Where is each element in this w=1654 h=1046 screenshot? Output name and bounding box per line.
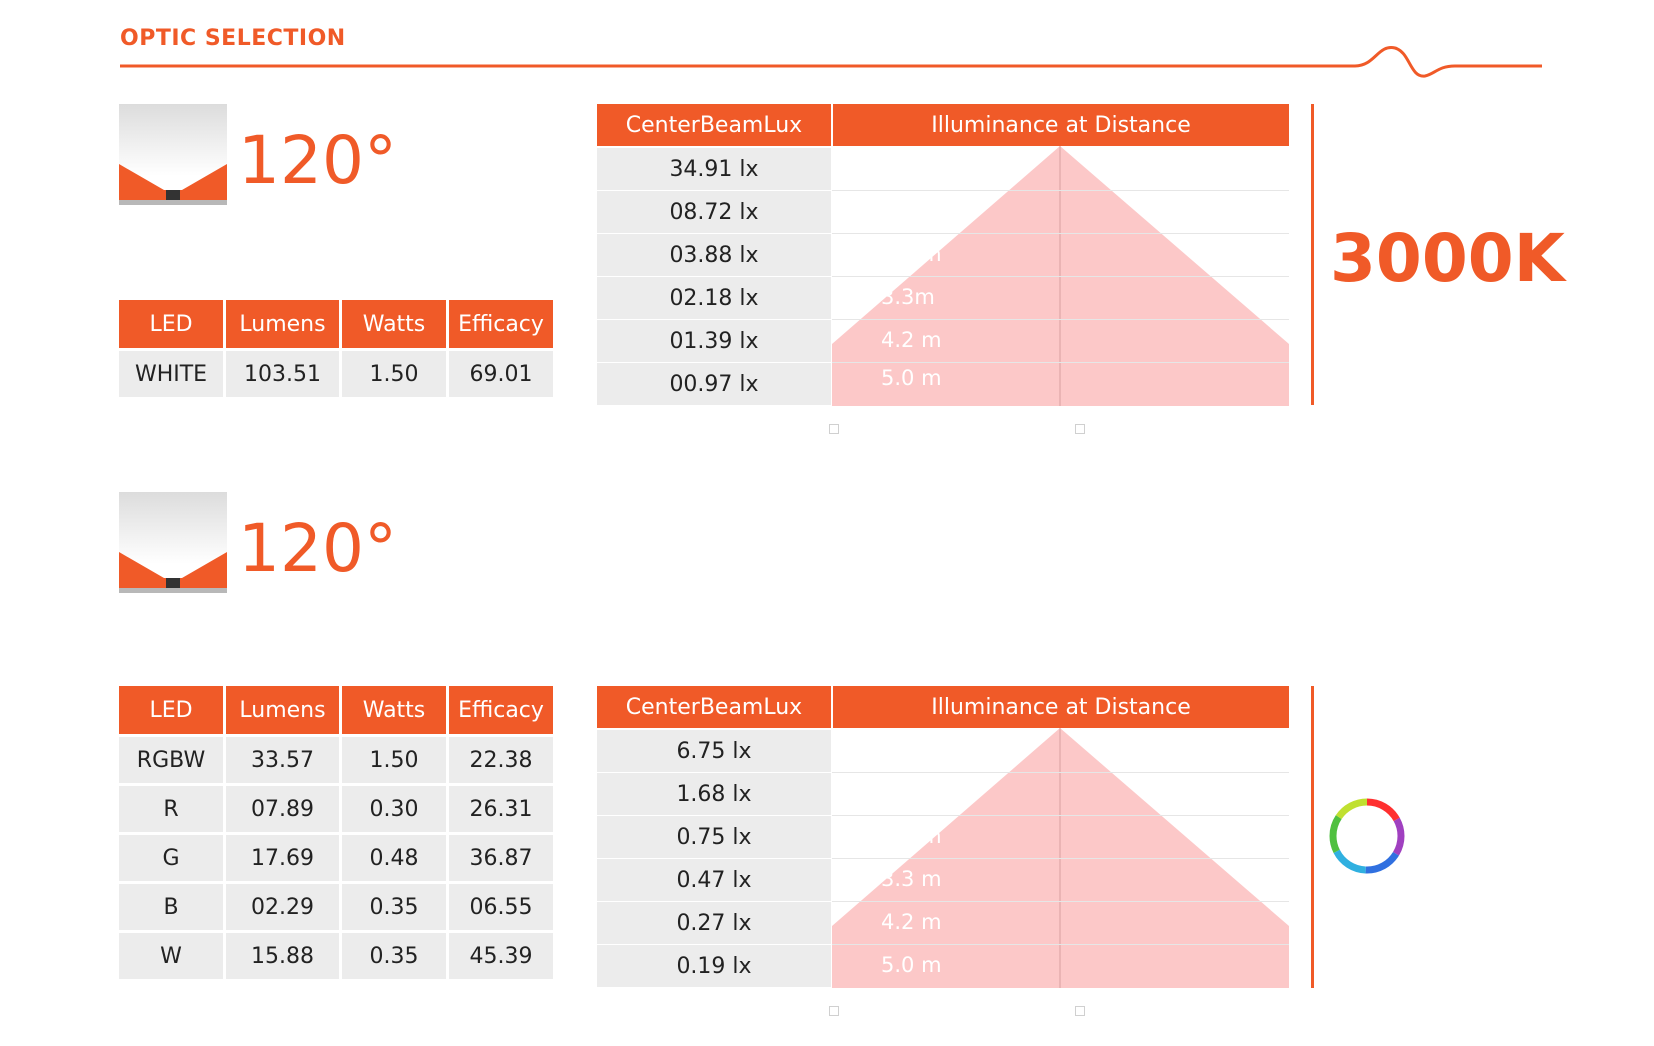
table-row: G 17.69 0.48 36.87	[119, 835, 553, 881]
lumens-cell: 02.29	[226, 884, 339, 930]
table-row: W 15.88 0.35 45.39	[119, 933, 553, 979]
distance-label: 4.2 m	[881, 910, 942, 934]
header-led: LED	[119, 686, 223, 734]
table-row: WHITE 103.51 1.50 69.01	[119, 351, 553, 397]
led-cell: G	[119, 835, 223, 881]
lux-value: 0.47 lx	[597, 859, 831, 901]
header-efficacy: Efficacy	[449, 686, 553, 734]
illuminance-header: Illuminance at Distance	[833, 686, 1289, 728]
distance-label: 3.3m	[881, 285, 935, 309]
lumens-cell: 17.69	[226, 835, 339, 881]
efficacy-cell: 06.55	[449, 884, 553, 930]
section-divider	[1311, 686, 1314, 988]
watts-cell: 0.35	[342, 933, 446, 979]
header-watts: Watts	[342, 686, 446, 734]
distance-label: 1.7 m	[881, 199, 942, 223]
lux-value: 02.18 lx	[597, 277, 831, 319]
header-rule	[120, 46, 1542, 78]
optic-beam-icon	[119, 104, 227, 205]
distance-label: 1.7 m	[881, 781, 942, 805]
header-watts: Watts	[342, 300, 446, 348]
centerbeamlux-header: CenterBeamLux	[597, 686, 831, 728]
distance-label: 0.8 m	[881, 156, 942, 180]
lumens-cell: 15.88	[226, 933, 339, 979]
lumens-cell: 07.89	[226, 786, 339, 832]
header-efficacy: Efficacy	[449, 300, 553, 348]
lux-value: 01.39 lx	[597, 320, 831, 362]
watts-cell: 0.30	[342, 786, 446, 832]
illuminance-header: Illuminance at Distance	[833, 104, 1289, 146]
distance-label: 0.8 m	[881, 738, 942, 762]
section-divider	[1311, 104, 1314, 405]
lux-value: 1.68 lx	[597, 773, 831, 815]
distance-label: 4.2 m	[881, 328, 942, 352]
efficacy-cell: 45.39	[449, 933, 553, 979]
watts-cell: 0.35	[342, 884, 446, 930]
spec-table: LED Lumens Watts Efficacy RGBW 33.57 1.5…	[116, 683, 556, 982]
lux-value: 6.75 lx	[597, 730, 831, 772]
ver-spread: Ver. Spread: 128.2°	[829, 1000, 1028, 1021]
table-row: RGBW 33.57 1.50 22.38	[119, 737, 553, 783]
lux-value: 03.88 lx	[597, 234, 831, 276]
table-row: B 02.29 0.35 06.55	[119, 884, 553, 930]
efficacy-cell: 36.87	[449, 835, 553, 881]
rgb-color-wheel-icon	[1329, 798, 1405, 874]
color-temperature: 3000K	[1330, 220, 1565, 297]
lumens-cell: 103.51	[226, 351, 339, 397]
illuminance-table: CenterBeamLux Illuminance at Distance 34…	[597, 104, 1289, 406]
led-cell: R	[119, 786, 223, 832]
distance-label: 2.5 m	[881, 242, 942, 266]
lux-value: 34.91 lx	[597, 148, 831, 190]
centerbeamlux-header: CenterBeamLux	[597, 104, 831, 146]
lux-value: 0.19 lx	[597, 945, 831, 987]
spec-table: LED Lumens Watts Efficacy WHITE 103.51 1…	[116, 297, 556, 400]
header-led: LED	[119, 300, 223, 348]
distance-label: 5.0 m	[881, 366, 942, 390]
lux-value: 0.75 lx	[597, 816, 831, 858]
led-cell: B	[119, 884, 223, 930]
illuminance-table: CenterBeamLux Illuminance at Distance 6.…	[597, 686, 1289, 988]
efficacy-cell: 69.01	[449, 351, 553, 397]
distance-label: 3.3 m	[881, 867, 942, 891]
ver-spread: Ver. Spread: 121.0°	[829, 418, 1028, 439]
beam-angle: 120°	[238, 510, 397, 587]
beam-angle: 120°	[238, 122, 397, 199]
efficacy-cell: 22.38	[449, 737, 553, 783]
header-lumens: Lumens	[226, 300, 339, 348]
optic-beam-icon	[119, 492, 227, 593]
horiz-spread: Horiz. Spread: 128.3°	[1075, 1000, 1293, 1021]
lumens-cell: 33.57	[226, 737, 339, 783]
watts-cell: 1.50	[342, 351, 446, 397]
efficacy-cell: 26.31	[449, 786, 553, 832]
lux-value: 00.97 lx	[597, 363, 831, 405]
horiz-spread: Horiz. Spread: 121.0°	[1075, 418, 1293, 439]
led-cell: W	[119, 933, 223, 979]
watts-cell: 1.50	[342, 737, 446, 783]
header-lumens: Lumens	[226, 686, 339, 734]
lux-value: 0.27 lx	[597, 902, 831, 944]
led-cell: WHITE	[119, 351, 223, 397]
led-cell: RGBW	[119, 737, 223, 783]
watts-cell: 0.48	[342, 835, 446, 881]
distance-label: 5.0 m	[881, 953, 942, 977]
table-row: R 07.89 0.30 26.31	[119, 786, 553, 832]
distance-label: 2.5 m	[881, 824, 942, 848]
lux-value: 08.72 lx	[597, 191, 831, 233]
page-title: OPTIC SELECTION	[120, 26, 346, 51]
